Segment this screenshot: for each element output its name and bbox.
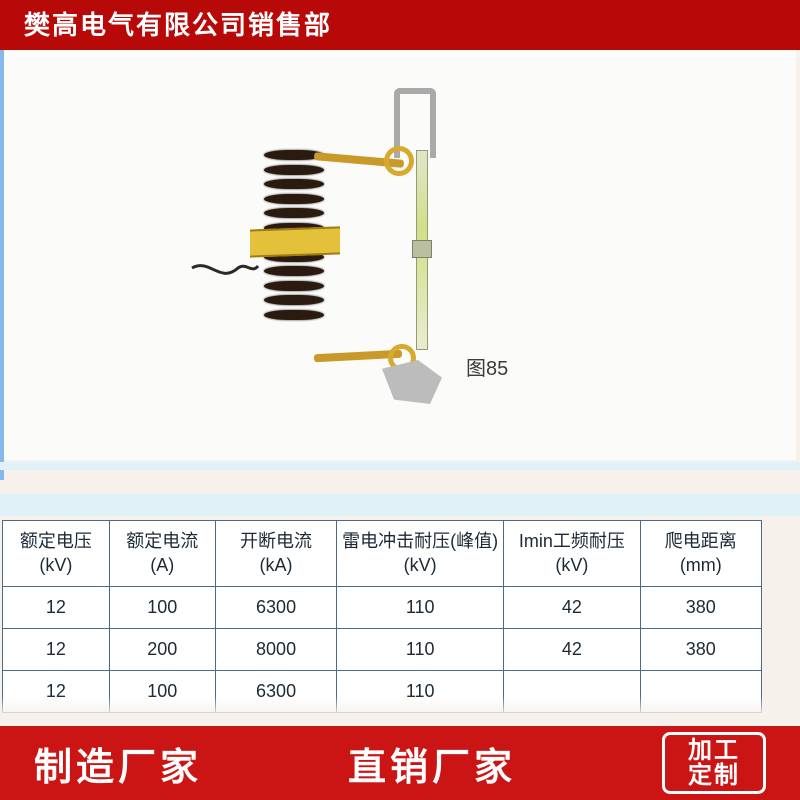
col-header: 额定电流 (A): [109, 521, 215, 586]
table-row: 12 100 6300 110 42 380: [3, 586, 762, 628]
cell: 200: [109, 628, 215, 670]
col-header: 爬电距离 (mm): [640, 521, 761, 586]
page-root: 樊高电气有限公司销售部 图85: [0, 0, 800, 800]
col-label: 爬电距离: [645, 529, 757, 553]
spec-table-wrap: 额定电压 (kV) 额定电流 (A) 开断电流 (kA) 雷电冲击耐压(峰值) …: [2, 520, 762, 713]
yellow-band-icon: [250, 226, 340, 257]
stamp-line-1: 加工: [688, 738, 740, 763]
table-fade-mask: [0, 696, 800, 726]
col-unit: (kV): [7, 553, 105, 577]
col-label: 雷电冲击耐压(峰值): [341, 529, 499, 553]
spec-table: 额定电压 (kV) 额定电流 (A) 开断电流 (kA) 雷电冲击耐压(峰值) …: [3, 521, 762, 713]
col-header: 额定电压 (kV): [3, 521, 109, 586]
upper-ring-icon: [384, 146, 414, 176]
table-row: 12 200 8000 110 42 380: [3, 628, 762, 670]
wire-tail-icon: [190, 256, 260, 286]
cell: 8000: [215, 628, 336, 670]
col-header: 开断电流 (kA): [215, 521, 336, 586]
footer-banner: 制造厂家 直销厂家 加工 定制: [0, 726, 800, 800]
col-label: 额定电流: [114, 529, 211, 553]
cell: 110: [337, 628, 504, 670]
col-label: 开断电流: [220, 529, 332, 553]
col-header: 雷电冲击耐压(峰值) (kV): [337, 521, 504, 586]
cell: 12: [3, 586, 109, 628]
col-label: Imin工频耐压: [508, 529, 636, 553]
col-unit: (mm): [645, 553, 757, 577]
col-unit: (kV): [508, 553, 636, 577]
cell: 42: [504, 586, 641, 628]
company-header: 樊高电气有限公司销售部: [0, 0, 800, 50]
cell: 42: [504, 628, 641, 670]
cell: 100: [109, 586, 215, 628]
table-header-row: 额定电压 (kV) 额定电流 (A) 开断电流 (kA) 雷电冲击耐压(峰值) …: [3, 521, 762, 586]
col-unit: (A): [114, 553, 211, 577]
cell: 6300: [215, 586, 336, 628]
product-figure-area: 图85: [4, 50, 796, 460]
cell: 12: [3, 628, 109, 670]
col-unit: (kA): [220, 553, 332, 577]
separator-band-2: [0, 494, 800, 516]
bottom-bracket-icon: [382, 360, 442, 404]
product-illustration: 图85: [184, 60, 614, 440]
figure-caption: 图85: [466, 352, 508, 381]
stamp-line-2: 定制: [688, 763, 740, 788]
footer-tag-left: 制造厂家: [34, 736, 202, 791]
col-label: 额定电压: [7, 529, 105, 553]
tube-band-icon: [412, 240, 432, 258]
company-name: 樊高电气有限公司销售部: [24, 10, 332, 40]
footer-stamp: 加工 定制: [662, 732, 766, 794]
cell: 380: [640, 586, 761, 628]
cell: 110: [337, 586, 504, 628]
separator-band-1: [0, 462, 800, 470]
footer-tag-mid: 直销厂家: [348, 736, 516, 791]
col-unit: (kV): [341, 553, 499, 577]
col-header: Imin工频耐压 (kV): [504, 521, 641, 586]
cell: 380: [640, 628, 761, 670]
